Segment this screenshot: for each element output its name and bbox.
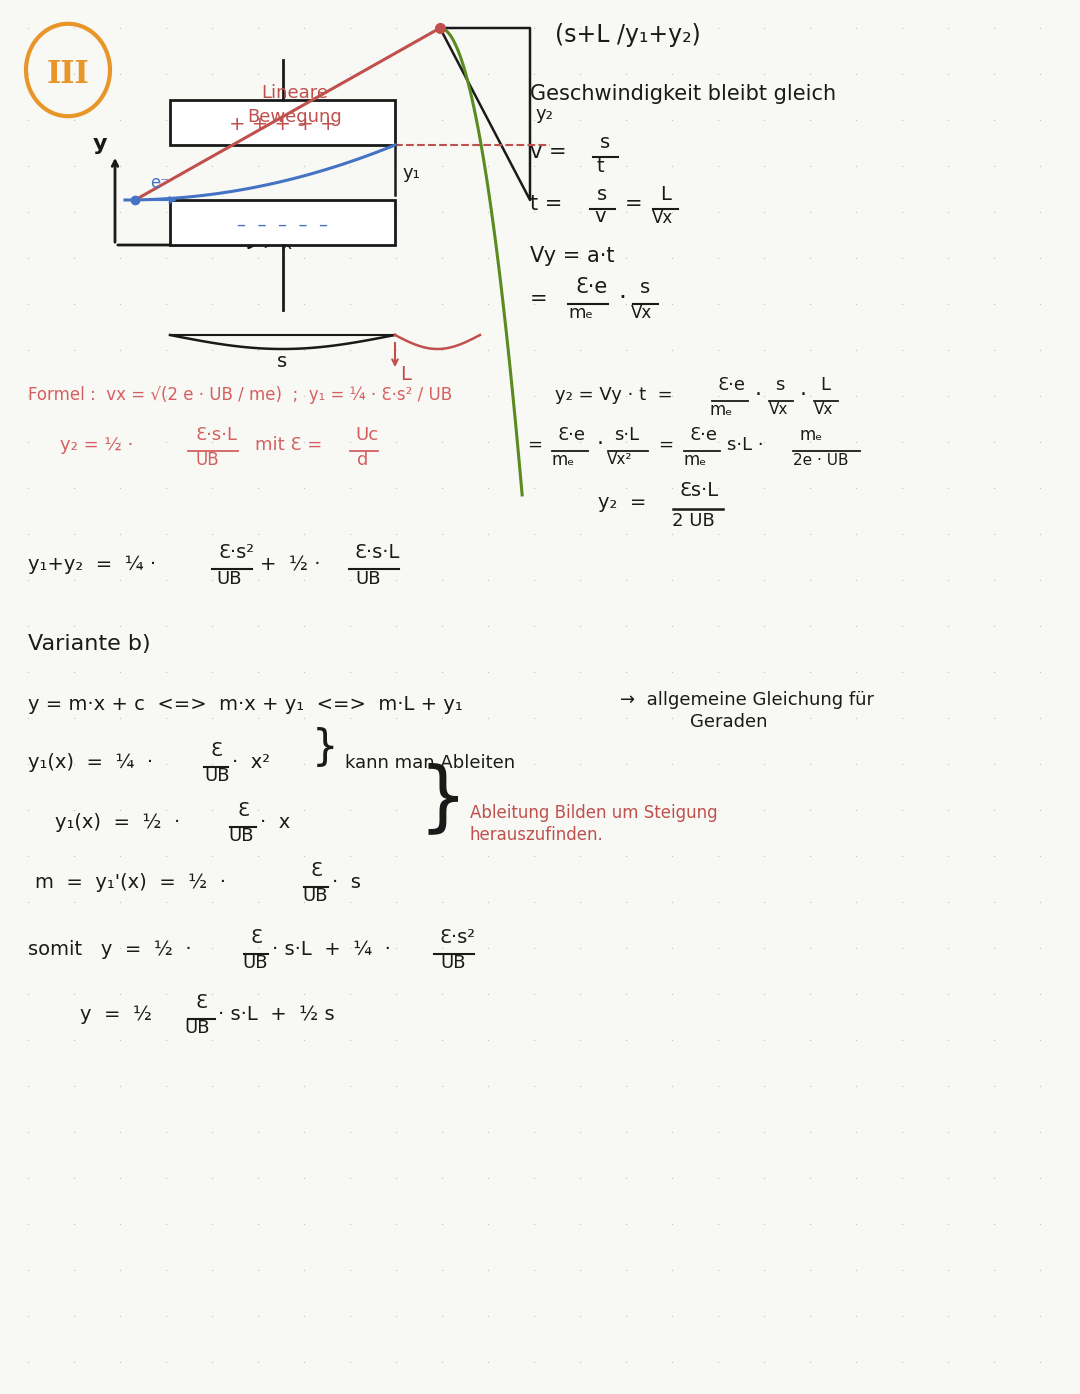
Text: s·L ·: s·L · — [727, 436, 764, 454]
Text: y = m·x + c  <=>  m·x + y₁  <=>  m·L + y₁: y = m·x + c <=> m·x + y₁ <=> m·L + y₁ — [28, 696, 462, 714]
Text: UB: UB — [195, 452, 218, 468]
Text: y₂ = ½ ·: y₂ = ½ · — [60, 436, 133, 454]
Text: t =: t = — [530, 194, 563, 215]
Text: > x: > x — [264, 236, 292, 252]
Text: =: = — [527, 436, 542, 454]
Text: –  –  –  –  –: – – – – – — [237, 216, 328, 234]
Text: y₁+y₂  =  ¼ ·: y₁+y₂ = ¼ · — [28, 555, 157, 574]
Text: Ɛs·L: Ɛs·L — [680, 481, 719, 500]
Text: }: } — [312, 728, 338, 769]
Text: UB: UB — [184, 1019, 210, 1037]
Text: Ɛ·s²: Ɛ·s² — [218, 544, 254, 562]
Text: Geraden: Geraden — [690, 712, 768, 730]
Text: s·L: s·L — [615, 427, 639, 445]
Text: mₑ: mₑ — [684, 452, 707, 468]
Text: III: III — [46, 59, 90, 89]
Text: ·  x: · x — [260, 813, 291, 832]
Text: Ɛ·e: Ɛ·e — [690, 427, 718, 445]
Text: s: s — [775, 376, 784, 395]
Text: v: v — [594, 206, 606, 226]
Text: y: y — [93, 134, 108, 153]
Text: v =: v = — [530, 142, 567, 162]
Text: Ɛ·e: Ɛ·e — [575, 277, 607, 297]
Text: Ɛ·s·L: Ɛ·s·L — [355, 544, 401, 562]
Text: ·: · — [597, 434, 604, 454]
Text: y  =  ½: y = ½ — [80, 1005, 152, 1025]
Text: UB: UB — [228, 827, 254, 845]
Text: Ɛ·e: Ɛ·e — [718, 376, 746, 395]
Text: m  =  y₁'(x)  =  ½  ·: m = y₁'(x) = ½ · — [35, 873, 226, 892]
Text: L: L — [400, 365, 410, 383]
Text: somit   y  =  ½  ·: somit y = ½ · — [28, 940, 191, 959]
Text: Uc: Uc — [355, 427, 378, 445]
Text: +  ½ ·: + ½ · — [260, 555, 321, 574]
Text: Geschwindigkeit bleibt gleich: Geschwindigkeit bleibt gleich — [530, 84, 836, 105]
Text: UB: UB — [302, 887, 327, 905]
Text: Vx: Vx — [652, 209, 673, 227]
Text: 2 UB: 2 UB — [672, 512, 715, 530]
Text: UB: UB — [204, 767, 230, 785]
Text: y₁(x)  =  ¼  ·: y₁(x) = ¼ · — [28, 753, 153, 772]
Text: + + + + +: + + + + + — [229, 114, 336, 134]
Text: kann man Ableiten: kann man Ableiten — [345, 754, 515, 772]
Text: Ɛ: Ɛ — [237, 802, 248, 820]
Text: Formel :  vx = √(2 e · UB / me)  ;  y₁ = ¼ · Ɛ·s² / UB: Formel : vx = √(2 e · UB / me) ; y₁ = ¼ … — [28, 386, 453, 404]
Text: UB: UB — [242, 953, 268, 972]
FancyBboxPatch shape — [170, 199, 395, 245]
Text: =: = — [658, 436, 673, 454]
Text: Ɛ: Ɛ — [249, 928, 261, 947]
Text: · s·L  +  ½ s: · s·L + ½ s — [218, 1005, 335, 1025]
Text: Ɛ: Ɛ — [310, 861, 322, 880]
Text: y₂ = Vy · t  =: y₂ = Vy · t = — [555, 386, 673, 404]
Text: ·: · — [800, 385, 807, 406]
Text: L: L — [820, 376, 831, 395]
Text: d: d — [357, 452, 368, 468]
Text: Ɛ·s²: Ɛ·s² — [440, 928, 476, 947]
Text: Variante b): Variante b) — [28, 634, 150, 654]
Text: ·  s: · s — [332, 873, 361, 892]
Text: UB: UB — [216, 570, 242, 588]
Text: s: s — [278, 353, 287, 371]
Text: L: L — [660, 185, 671, 204]
Text: mₑ: mₑ — [800, 427, 823, 445]
Text: y₂: y₂ — [536, 105, 554, 123]
Text: mₑ: mₑ — [568, 304, 593, 322]
Text: y₁(x)  =  ½  ·: y₁(x) = ½ · — [55, 813, 180, 832]
Text: s: s — [597, 185, 607, 204]
Text: Ableitung Bilden um Steigung: Ableitung Bilden um Steigung — [470, 804, 717, 822]
Text: ·: · — [755, 385, 762, 406]
Text: Vx: Vx — [769, 401, 788, 417]
Text: ·  x²: · x² — [232, 753, 270, 772]
Text: 2e · UB: 2e · UB — [793, 453, 849, 468]
Text: Vx: Vx — [814, 401, 834, 417]
Text: =: = — [625, 194, 643, 215]
Text: →  allgemeine Gleichung für: → allgemeine Gleichung für — [620, 691, 874, 710]
Text: Vy = a·t: Vy = a·t — [530, 245, 615, 266]
Text: UB: UB — [355, 570, 380, 588]
Text: Ɛ: Ɛ — [210, 742, 221, 760]
Text: s: s — [640, 277, 650, 297]
Text: }: } — [418, 763, 467, 836]
Text: Lineare
Bewegung: Lineare Bewegung — [247, 84, 342, 125]
Text: Vx: Vx — [631, 304, 652, 322]
Text: y₁: y₁ — [403, 163, 421, 181]
Text: =: = — [530, 289, 548, 309]
Text: herauszufinden.: herauszufinden. — [470, 827, 604, 843]
Text: (s+L /y₁+y₂): (s+L /y₁+y₂) — [555, 22, 701, 47]
Text: mₑ: mₑ — [710, 401, 733, 420]
Text: Ɛ: Ɛ — [195, 993, 207, 1012]
Text: ·: · — [618, 286, 626, 309]
FancyBboxPatch shape — [170, 100, 395, 145]
Text: e⁻: e⁻ — [150, 174, 168, 192]
Text: UB: UB — [440, 953, 465, 972]
Text: mit Ɛ =: mit Ɛ = — [255, 436, 322, 454]
Text: y₂  =: y₂ = — [598, 493, 646, 512]
Text: Ɛ·e: Ɛ·e — [558, 427, 586, 445]
Text: t: t — [597, 158, 605, 176]
Text: Ɛ·s·L: Ɛ·s·L — [195, 427, 237, 445]
Text: s: s — [600, 132, 610, 152]
Text: · s·L  +  ¼  ·: · s·L + ¼ · — [272, 940, 391, 959]
Text: mₑ: mₑ — [552, 452, 576, 468]
Text: Vx²: Vx² — [607, 452, 633, 467]
